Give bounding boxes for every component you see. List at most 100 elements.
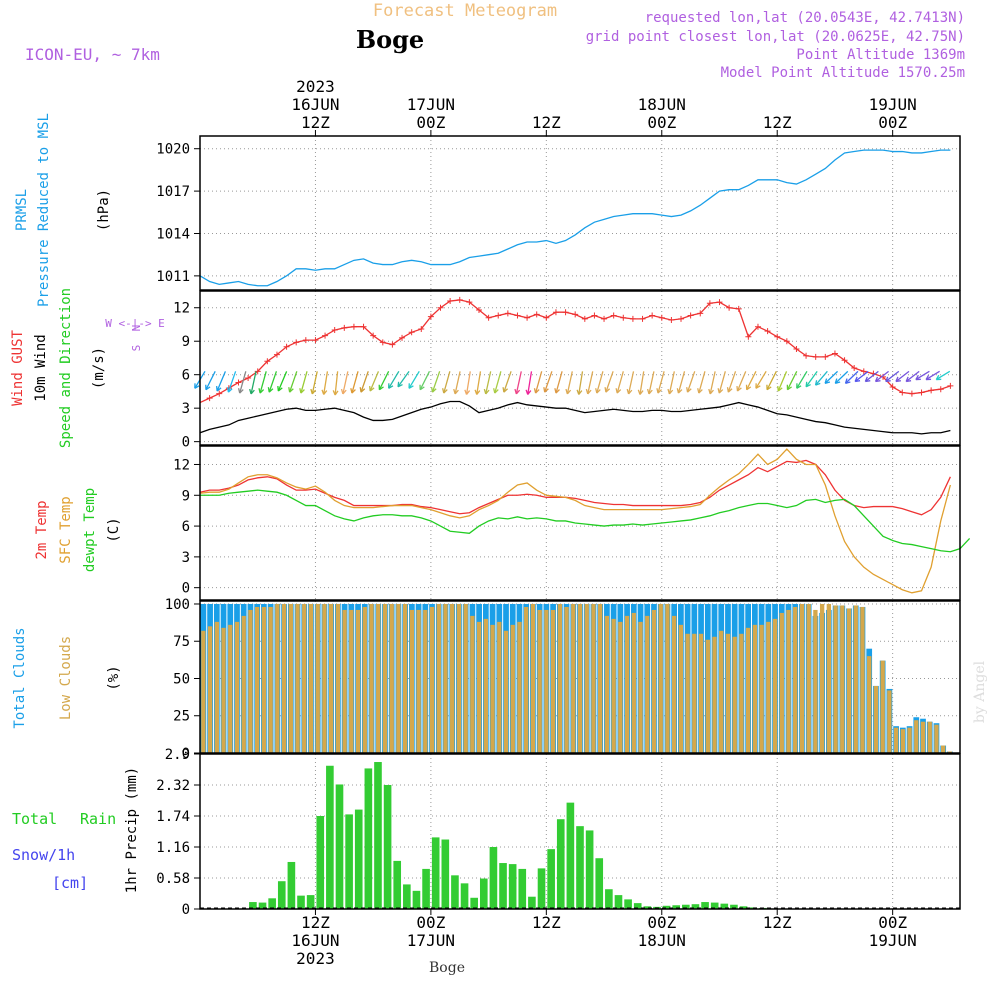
bar-low-clouds (369, 603, 374, 753)
t2m-label: 2m Temp (34, 500, 50, 559)
wind-arrow-head (745, 384, 752, 391)
wind-arrow (845, 370, 859, 384)
wind-unit: (m/s) (91, 347, 107, 389)
gust-marker (918, 389, 925, 396)
gust-marker (658, 314, 665, 321)
bar-low-clouds (719, 630, 724, 753)
panel-precip: 0 0.58 1.16 1.74 2.32 2.9 (156, 747, 961, 918)
wind-arrow (503, 371, 512, 393)
gust-marker (928, 387, 935, 394)
gust-marker (754, 323, 761, 330)
wind-arrow (668, 371, 675, 395)
gust-marker (562, 309, 569, 316)
time-label-top: 00Z (647, 113, 676, 132)
wind-arrow (796, 371, 808, 389)
bar-low-clouds (813, 609, 818, 753)
wind-arrow (755, 371, 767, 389)
y-tick-label: 9 (182, 488, 190, 504)
total-rain-label-1: Total (12, 810, 57, 828)
gust-marker (331, 327, 338, 334)
bar-low-clouds (846, 608, 852, 753)
y-tick-label: 6 (182, 368, 190, 384)
bar-low-clouds (207, 626, 213, 753)
gust-marker (831, 350, 838, 357)
bar-precip (605, 889, 613, 909)
wind-arrow-head (736, 385, 742, 392)
wind-arrow-head (615, 388, 622, 394)
wind-arrow (805, 370, 818, 388)
time-label-bottom: 12Z (532, 913, 561, 932)
wind-arrow (323, 371, 329, 395)
time-label-bottom: 17JUN (407, 931, 455, 950)
bar-precip (691, 904, 700, 909)
temp-unit: (C) (106, 517, 122, 542)
point-altitude: Point Altitude 1369m (796, 47, 965, 63)
y-tick-label: 0 (182, 902, 190, 918)
bar-low-clouds (436, 603, 441, 753)
wind-arrow-head (332, 390, 339, 396)
wind-arrow (515, 371, 522, 395)
wind-arrow (824, 370, 839, 384)
bar-low-clouds (382, 603, 388, 753)
wind-arrow-head (237, 388, 244, 394)
wind-arrow (239, 371, 247, 394)
y-tick-label: 12 (173, 301, 190, 317)
time-label-bottom: 00Z (647, 913, 676, 932)
time-label-top: 17JUN (407, 95, 455, 114)
bar-low-clouds (772, 618, 778, 753)
bar-precip (547, 849, 555, 909)
wind-arrow (718, 371, 726, 394)
time-label-bottom: 12Z (301, 913, 330, 932)
total-clouds-label: Total Clouds (12, 627, 28, 728)
bar-precip (556, 819, 565, 909)
wind-arrow (311, 371, 318, 395)
gust-marker (293, 339, 300, 346)
gust-marker (485, 314, 492, 321)
series-line-sfc-temp (199, 448, 952, 594)
time-label-top: 12Z (763, 113, 792, 132)
wind-arrow (300, 371, 308, 394)
bar-low-clouds (914, 720, 919, 753)
wind-arrow-head (814, 380, 821, 386)
wind-arrow-head (565, 388, 572, 395)
wind-arrow (627, 371, 635, 395)
bar-low-clouds (752, 624, 758, 753)
wind-arrow-head (646, 388, 653, 395)
bar-precip (249, 902, 257, 909)
gust-marker (678, 315, 685, 322)
gust-marker (716, 299, 723, 306)
bar-low-clouds (315, 603, 320, 753)
wind-arrow (216, 371, 227, 392)
wind-arrow (277, 371, 288, 392)
wind-arrow-head (777, 385, 783, 392)
bar-low-clouds (671, 615, 677, 753)
bar-low-clouds (739, 633, 744, 753)
wind-arrow (686, 371, 696, 393)
wind-arrow (786, 371, 798, 391)
wind-arrow (334, 371, 339, 396)
bar-precip (479, 878, 488, 909)
wind-arrow-head (474, 389, 481, 395)
bar-precip (335, 784, 344, 909)
wind-arrow-head (844, 378, 851, 384)
gust-marker (937, 386, 944, 393)
total-rain-label-2: Rain (80, 810, 116, 828)
wind-arrow-head (408, 383, 414, 389)
bar-low-clouds (450, 603, 455, 753)
gust-marker (687, 312, 694, 319)
compass-s: S (130, 345, 143, 352)
bar-precip (624, 899, 632, 909)
y-tick-label: 1.74 (156, 809, 190, 825)
bar-precip (730, 904, 738, 909)
wind-arrow-head (885, 376, 891, 383)
gust-marker (495, 312, 502, 319)
gust-marker (697, 310, 704, 317)
panel-frame (199, 600, 961, 754)
gust-marker (447, 298, 454, 305)
wind-arrow (378, 371, 390, 391)
wind-arrow-head (533, 388, 540, 394)
bar-low-clouds (799, 603, 805, 753)
wind-arrow-head (766, 384, 772, 391)
bar-low-clouds (409, 609, 415, 753)
bar-precip (268, 898, 276, 909)
